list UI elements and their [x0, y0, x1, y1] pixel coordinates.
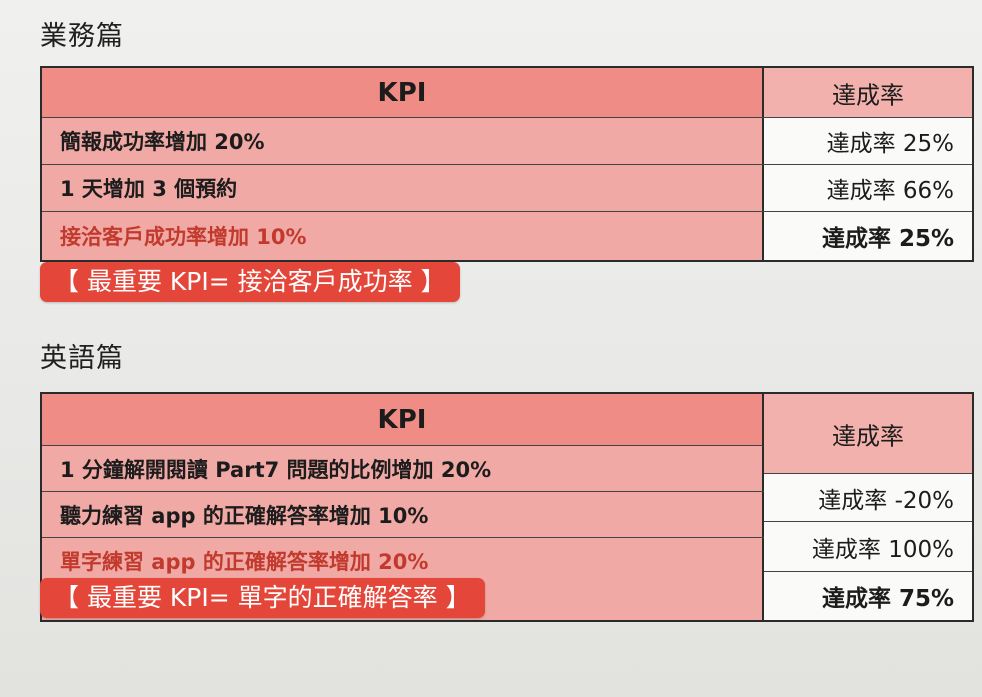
table-header-row: KPI 達成率 [42, 68, 972, 118]
rate-header-cell: 達成率 [764, 394, 972, 474]
kpi-text-highlighted: 接洽客戶成功率增加 10% [60, 225, 307, 249]
kpi-cell: 簡報成功率增加 20% [42, 118, 764, 164]
rate-header-label: 達成率 [832, 81, 904, 109]
rate-text: 達成率 100% [811, 536, 954, 563]
kpi-cell: 接洽客戶成功率增加 10% [42, 212, 764, 260]
rate-cell: 達成率 -20% [764, 474, 972, 522]
rate-header-label: 達成率 [832, 422, 904, 450]
kpi-cell: 聽力練習 app 的正確解答率增加 10% [42, 492, 764, 537]
rate-cell: 達成率 66% [764, 165, 972, 211]
section-title-business: 業務篇 [40, 21, 124, 52]
rate-text: 達成率 25% [826, 131, 954, 157]
kpi-cell: 1 分鐘解開閱讀 Part7 問題的比例增加 20% [42, 446, 764, 491]
kpi-text: 聽力練習 app 的正確解答率增加 10% [60, 503, 429, 528]
most-important-kpi-badge: 【 最重要 KPI= 單字的正確解答率 】 [40, 578, 485, 618]
english-kpi-table: KPI 達成率 1 分鐘解開閱讀 Part7 問題的比例增加 20% 聽力練習 … [40, 392, 974, 622]
table-row: 接洽客戶成功率增加 10% 達成率 25% [42, 212, 972, 260]
table-header-row: KPI 達成率 [42, 394, 972, 474]
rate-cell: 達成率 25% [764, 212, 972, 260]
rate-text: 達成率 -20% [818, 487, 954, 514]
rate-cell: 達成率 100% [764, 522, 972, 572]
rate-text: 達成率 25% [821, 226, 954, 252]
business-kpi-table: KPI 達成率 簡報成功率增加 20% 達成率 25% 1 天增加 3 個預約 … [40, 66, 974, 262]
most-important-kpi-badge: 【 最重要 KPI= 接洽客戶成功率 】 [40, 262, 460, 302]
section-title-english: 英語篇 [40, 343, 124, 374]
rate-cell: 達成率 75% [764, 572, 972, 620]
table-row: 1 天增加 3 個預約 達成率 66% [42, 165, 972, 212]
rate-text: 達成率 75% [821, 586, 954, 612]
kpi-text-highlighted: 單字練習 app 的正確解答率增加 20% [60, 550, 429, 574]
kpi-text: 簡報成功率增加 20% [60, 130, 265, 154]
kpi-header-label: KPI [377, 404, 427, 435]
table-row: 聽力練習 app 的正確解答率增加 10% [42, 492, 764, 538]
rate-text: 達成率 66% [826, 178, 954, 204]
kpi-text: 1 天增加 3 個預約 [60, 177, 238, 201]
kpi-header-label: KPI [377, 77, 427, 108]
kpi-header-cell: KPI [42, 68, 764, 117]
kpi-text: 1 分鐘解開閱讀 Part7 問題的比例增加 20% [60, 457, 492, 482]
table-row: 1 分鐘解開閱讀 Part7 問題的比例增加 20% [42, 446, 764, 492]
kpi-cell: 1 天增加 3 個預約 [42, 165, 764, 211]
rate-cell: 達成率 25% [764, 118, 972, 164]
kpi-header-cell: KPI [42, 394, 764, 446]
rate-header-cell: 達成率 [764, 68, 972, 117]
table-row: 簡報成功率增加 20% 達成率 25% [42, 118, 972, 165]
